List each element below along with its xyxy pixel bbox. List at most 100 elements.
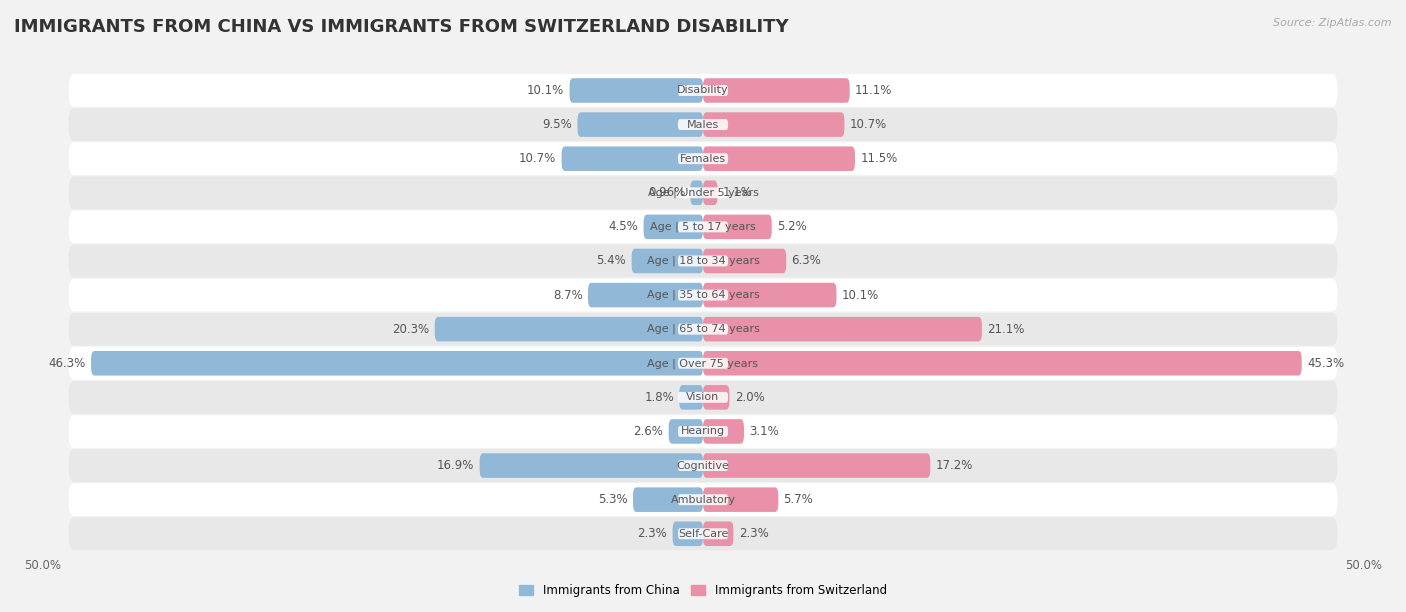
FancyBboxPatch shape [703, 181, 717, 205]
Text: 10.7%: 10.7% [849, 118, 887, 131]
FancyBboxPatch shape [91, 351, 703, 376]
Text: 2.3%: 2.3% [637, 528, 668, 540]
FancyBboxPatch shape [678, 392, 728, 403]
FancyBboxPatch shape [703, 419, 744, 444]
Text: 5.4%: 5.4% [596, 255, 626, 267]
FancyBboxPatch shape [703, 351, 1302, 376]
Text: 8.7%: 8.7% [553, 289, 582, 302]
FancyBboxPatch shape [479, 453, 703, 478]
FancyBboxPatch shape [678, 426, 728, 437]
FancyBboxPatch shape [69, 313, 1337, 346]
FancyBboxPatch shape [69, 108, 1337, 141]
FancyBboxPatch shape [678, 289, 728, 300]
Text: 16.9%: 16.9% [437, 459, 474, 472]
FancyBboxPatch shape [678, 85, 728, 96]
Text: 0.96%: 0.96% [648, 186, 685, 200]
FancyBboxPatch shape [703, 283, 837, 307]
FancyBboxPatch shape [678, 528, 728, 539]
FancyBboxPatch shape [703, 248, 786, 273]
FancyBboxPatch shape [678, 153, 728, 164]
Text: 1.8%: 1.8% [644, 391, 673, 404]
FancyBboxPatch shape [69, 517, 1337, 550]
Text: 21.1%: 21.1% [987, 323, 1025, 335]
FancyBboxPatch shape [703, 113, 845, 137]
FancyBboxPatch shape [703, 317, 981, 341]
FancyBboxPatch shape [703, 453, 931, 478]
FancyBboxPatch shape [69, 347, 1337, 379]
Text: Age | Under 5 years: Age | Under 5 years [648, 187, 758, 198]
FancyBboxPatch shape [679, 385, 703, 409]
Text: Age | 5 to 17 years: Age | 5 to 17 years [650, 222, 756, 232]
FancyBboxPatch shape [703, 215, 772, 239]
FancyBboxPatch shape [678, 187, 728, 198]
FancyBboxPatch shape [69, 381, 1337, 414]
FancyBboxPatch shape [678, 324, 728, 335]
FancyBboxPatch shape [678, 460, 728, 471]
FancyBboxPatch shape [669, 419, 703, 444]
Text: Females: Females [681, 154, 725, 163]
FancyBboxPatch shape [434, 317, 703, 341]
FancyBboxPatch shape [703, 146, 855, 171]
Text: 20.3%: 20.3% [392, 323, 429, 335]
FancyBboxPatch shape [569, 78, 703, 103]
Text: Age | 18 to 34 years: Age | 18 to 34 years [647, 256, 759, 266]
Text: 45.3%: 45.3% [1308, 357, 1344, 370]
FancyBboxPatch shape [672, 521, 703, 546]
FancyBboxPatch shape [631, 248, 703, 273]
Text: 2.0%: 2.0% [735, 391, 765, 404]
FancyBboxPatch shape [561, 146, 703, 171]
Text: 10.1%: 10.1% [842, 289, 879, 302]
FancyBboxPatch shape [703, 78, 849, 103]
Text: 10.7%: 10.7% [519, 152, 557, 165]
FancyBboxPatch shape [703, 385, 730, 409]
FancyBboxPatch shape [69, 211, 1337, 243]
FancyBboxPatch shape [588, 283, 703, 307]
Text: Source: ZipAtlas.com: Source: ZipAtlas.com [1274, 18, 1392, 28]
FancyBboxPatch shape [633, 487, 703, 512]
FancyBboxPatch shape [678, 119, 728, 130]
Text: 5.7%: 5.7% [783, 493, 813, 506]
Text: Self-Care: Self-Care [678, 529, 728, 539]
Text: 5.3%: 5.3% [598, 493, 627, 506]
FancyBboxPatch shape [678, 256, 728, 266]
FancyBboxPatch shape [69, 74, 1337, 107]
Text: Cognitive: Cognitive [676, 461, 730, 471]
FancyBboxPatch shape [69, 449, 1337, 482]
FancyBboxPatch shape [69, 143, 1337, 175]
Text: 4.5%: 4.5% [609, 220, 638, 233]
Text: Males: Males [688, 119, 718, 130]
FancyBboxPatch shape [678, 494, 728, 505]
FancyBboxPatch shape [690, 181, 703, 205]
Text: Vision: Vision [686, 392, 720, 402]
Text: Hearing: Hearing [681, 427, 725, 436]
FancyBboxPatch shape [678, 358, 728, 368]
FancyBboxPatch shape [69, 176, 1337, 209]
FancyBboxPatch shape [703, 521, 734, 546]
Text: Disability: Disability [678, 86, 728, 95]
Text: 2.3%: 2.3% [738, 528, 769, 540]
Text: Age | 35 to 64 years: Age | 35 to 64 years [647, 290, 759, 300]
Text: Age | 65 to 74 years: Age | 65 to 74 years [647, 324, 759, 334]
Text: 5.2%: 5.2% [778, 220, 807, 233]
Legend: Immigrants from China, Immigrants from Switzerland: Immigrants from China, Immigrants from S… [515, 580, 891, 602]
Text: 11.1%: 11.1% [855, 84, 893, 97]
Text: 6.3%: 6.3% [792, 255, 821, 267]
Text: 46.3%: 46.3% [49, 357, 86, 370]
FancyBboxPatch shape [678, 222, 728, 233]
Text: IMMIGRANTS FROM CHINA VS IMMIGRANTS FROM SWITZERLAND DISABILITY: IMMIGRANTS FROM CHINA VS IMMIGRANTS FROM… [14, 18, 789, 36]
Text: 1.1%: 1.1% [723, 186, 752, 200]
Text: 17.2%: 17.2% [935, 459, 973, 472]
Text: 10.1%: 10.1% [527, 84, 564, 97]
FancyBboxPatch shape [69, 415, 1337, 448]
FancyBboxPatch shape [578, 113, 703, 137]
Text: 9.5%: 9.5% [543, 118, 572, 131]
Text: 2.6%: 2.6% [634, 425, 664, 438]
FancyBboxPatch shape [69, 278, 1337, 312]
Text: 3.1%: 3.1% [749, 425, 779, 438]
FancyBboxPatch shape [69, 483, 1337, 516]
FancyBboxPatch shape [644, 215, 703, 239]
FancyBboxPatch shape [703, 487, 779, 512]
Text: Ambulatory: Ambulatory [671, 494, 735, 505]
FancyBboxPatch shape [69, 245, 1337, 277]
Text: Age | Over 75 years: Age | Over 75 years [648, 358, 758, 368]
